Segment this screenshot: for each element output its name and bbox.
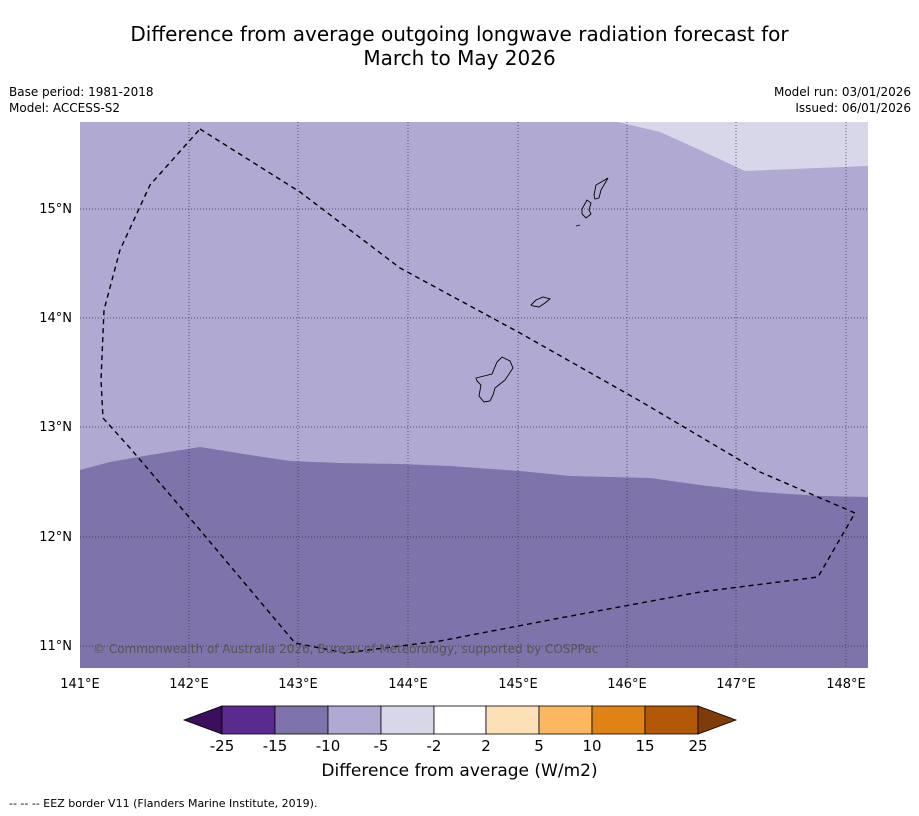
- title-line-2: March to May 2026: [363, 46, 556, 70]
- colorbar: [182, 705, 738, 735]
- colorbar-bin: [538, 705, 593, 735]
- anomaly-region-minus15-minus10: [80, 447, 868, 668]
- lat-label: 14°N: [39, 311, 72, 326]
- colorbar-extend-low: [182, 705, 223, 735]
- colorbar-tick: -2: [427, 737, 442, 755]
- lon-label: 145°E: [498, 677, 538, 692]
- colorbar-bin: [591, 705, 646, 735]
- meta-left: Base period: 1981-2018 Model: ACCESS-S2: [9, 84, 154, 116]
- lat-label: 13°N: [39, 420, 72, 435]
- colorbar-bin: [644, 705, 699, 735]
- map-area: © Commonwealth of Australia 2026, Bureau…: [80, 122, 868, 668]
- meta-right: Model run: 03/01/2026 Issued: 06/01/2026: [774, 84, 911, 116]
- lon-label: 144°E: [388, 677, 428, 692]
- lat-label: 12°N: [39, 530, 72, 545]
- issued-date: Issued: 06/01/2026: [795, 101, 911, 115]
- lon-label: 147°E: [716, 677, 756, 692]
- eez-legend-note: -- -- -- EEZ border V11 (Flanders Marine…: [9, 797, 318, 810]
- chart-title: Difference from average outgoing longwav…: [0, 22, 919, 70]
- colorbar-bin: [380, 705, 435, 735]
- lat-tick-labels: 15°N 14°N 13°N 12°N 11°N: [39, 202, 72, 654]
- colorbar-bin: [433, 705, 487, 735]
- model-run: Model run: 03/01/2026: [773, 85, 911, 99]
- colorbar-title: Difference from average (W/m2): [321, 761, 598, 781]
- anomaly-region-minus5-minus2: [618, 122, 868, 171]
- title-line-1: Difference from average outgoing longwav…: [130, 22, 789, 46]
- island-rota: [530, 296, 551, 308]
- colorbar-tick: -25: [210, 737, 235, 755]
- base-period: Base period: 1981-2018: [9, 85, 154, 99]
- island-outlines: [475, 177, 609, 403]
- colorbar-tick: 2: [481, 737, 491, 755]
- colorbar-tick: -15: [263, 737, 288, 755]
- lon-tick-labels: 141°E 142°E 143°E 144°E 145°E 146°E 147°…: [60, 677, 866, 692]
- colorbar-tick: 15: [635, 737, 654, 755]
- eez-border: [100, 128, 856, 654]
- model-name: Model: ACCESS-S2: [9, 101, 121, 115]
- copyright-notice: © Commonwealth of Australia 2026, Bureau…: [93, 642, 598, 656]
- lon-label: 148°E: [826, 677, 866, 692]
- lon-label: 143°E: [278, 677, 318, 692]
- lon-label: 142°E: [169, 677, 209, 692]
- lat-label: 15°N: [39, 202, 72, 217]
- colorbar-tick: -5: [374, 737, 389, 755]
- colorbar-tick: 10: [582, 737, 601, 755]
- colorbar-tick: 5: [534, 737, 544, 755]
- island-saipan: [593, 177, 609, 200]
- colorbar-tick-labels: -25 -15 -10 -5 -2 2 5 10 15 25: [210, 737, 708, 755]
- colorbar-bin: [327, 705, 382, 735]
- lon-label: 141°E: [60, 677, 100, 692]
- colorbar-tick: -10: [316, 737, 341, 755]
- lat-label: 11°N: [39, 639, 72, 654]
- colorbar-extend-high: [697, 705, 738, 735]
- colorbar-tick: 25: [688, 737, 707, 755]
- colorbar-bin: [221, 705, 276, 735]
- colorbar-bin: [485, 705, 540, 735]
- lon-label: 146°E: [607, 677, 647, 692]
- island-guam: [475, 356, 514, 403]
- graticule: [80, 122, 868, 668]
- island-tinian: [581, 199, 592, 219]
- colorbar-bin: [274, 705, 329, 735]
- island-aguijan: [575, 224, 581, 227]
